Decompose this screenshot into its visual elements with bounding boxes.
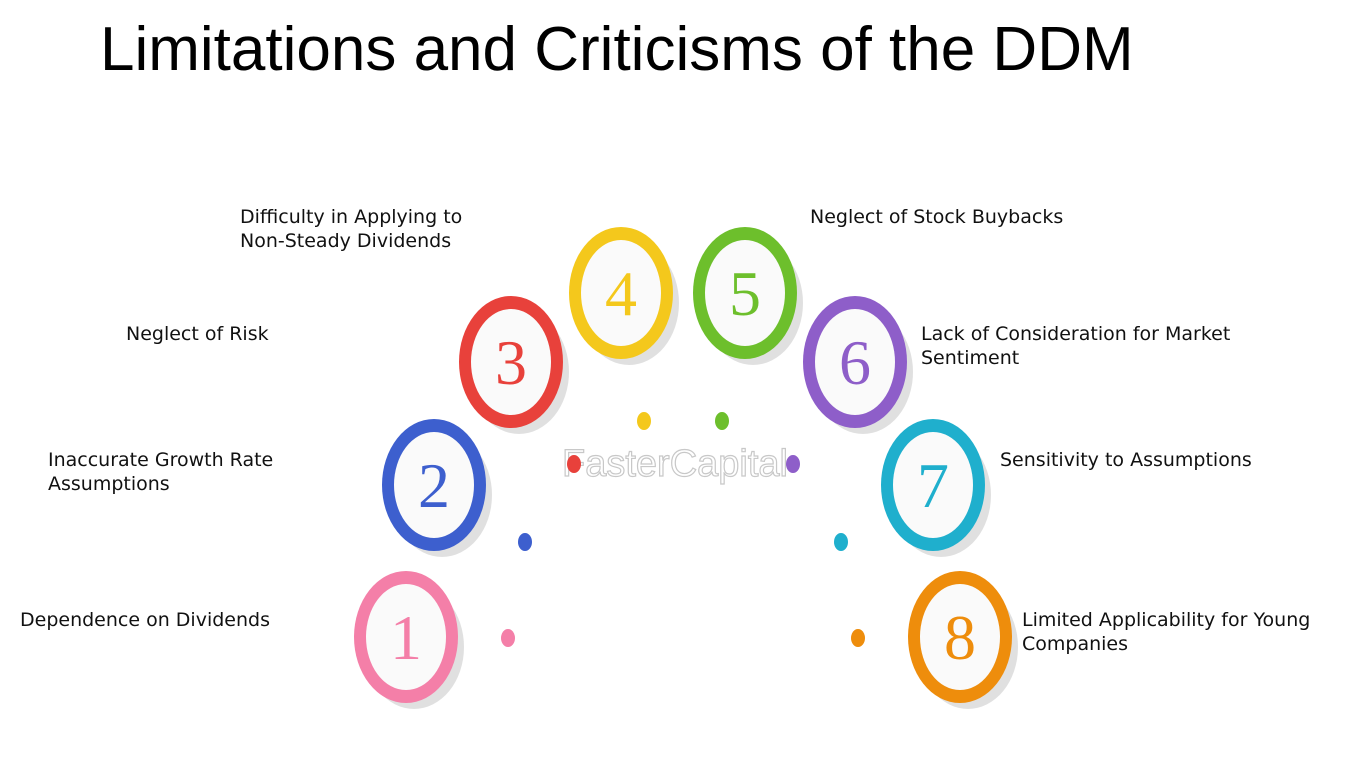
number: 1 xyxy=(390,602,422,673)
label: Dependence on Dividends xyxy=(20,608,270,632)
number: 7 xyxy=(917,450,949,521)
number: 4 xyxy=(605,258,637,329)
dot xyxy=(834,533,848,551)
label-line: Dependence on Dividends xyxy=(20,609,270,631)
label-line: Inaccurate Growth Rate xyxy=(48,449,274,471)
label-line: Assumptions xyxy=(48,473,170,495)
watermark: FasterCapital xyxy=(562,443,788,485)
ring-inner xyxy=(394,432,474,538)
label-line: Difficulty in Applying to xyxy=(240,206,463,228)
label-line: Sensitivity to Assumptions xyxy=(1000,449,1252,471)
number: 8 xyxy=(944,602,976,673)
number: 2 xyxy=(418,450,450,521)
dot xyxy=(518,533,532,551)
number: 3 xyxy=(495,327,527,398)
label: Neglect of Risk xyxy=(126,322,269,346)
ring-inner xyxy=(893,432,973,538)
label-line: Limited Applicability for Young xyxy=(1022,609,1311,631)
ring-inner xyxy=(366,584,446,690)
number: 5 xyxy=(729,258,761,329)
label: Lack of Consideration for Market Sentimen… xyxy=(921,322,1230,370)
dot xyxy=(786,455,800,473)
label-line: Sentiment xyxy=(921,347,1020,369)
label: Difficulty in Applying to Non-Steady Divi… xyxy=(240,205,462,253)
label-line: Neglect of Stock Buybacks xyxy=(810,206,1064,228)
label-line: Neglect of Risk xyxy=(126,323,269,345)
label-line: Companies xyxy=(1022,633,1129,655)
dot xyxy=(715,412,729,430)
dot xyxy=(851,629,865,647)
number: 6 xyxy=(839,327,871,398)
label: Limited Applicability for Young Companies xyxy=(1022,608,1310,656)
dot xyxy=(501,629,515,647)
ring-inner xyxy=(471,309,551,415)
label: Sensitivity to Assumptions xyxy=(1000,448,1252,472)
label-line: Lack of Consideration for Market xyxy=(921,323,1231,345)
dot xyxy=(637,412,651,430)
ring-inner xyxy=(581,240,661,346)
title: Limitations and Criticisms of the DDM xyxy=(100,15,1134,84)
ring-inner xyxy=(920,584,1000,690)
label: Inaccurate Growth Rate Assumptions xyxy=(48,448,273,496)
ring-inner xyxy=(705,240,785,346)
label: Neglect of Stock Buybacks xyxy=(810,205,1063,229)
dot xyxy=(567,455,581,473)
label-line: Non-Steady Dividends xyxy=(240,230,452,252)
ring-inner xyxy=(815,309,895,415)
